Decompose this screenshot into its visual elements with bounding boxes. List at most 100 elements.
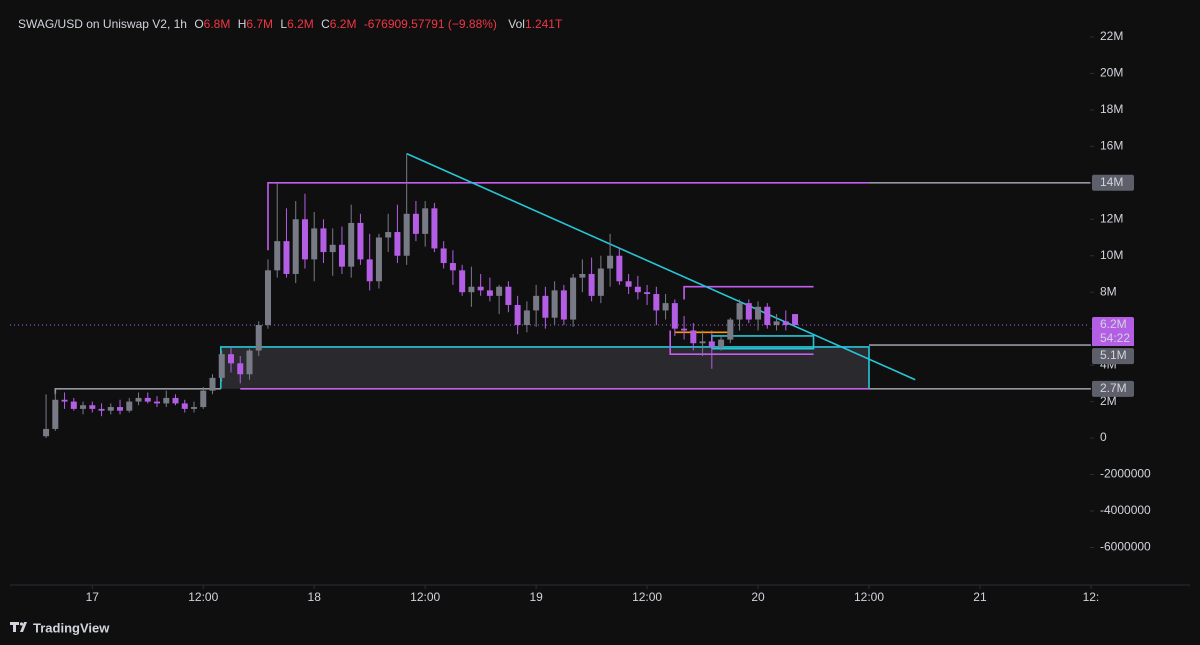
candle-body [792,314,799,326]
candle-body [191,407,198,409]
candle-body [755,306,762,320]
candle-body [644,292,651,295]
candle-body [163,397,170,404]
candle-body [311,228,318,260]
candle-body [98,408,105,411]
candle-body [708,341,715,347]
candle-body [107,407,114,411]
candle-body [431,208,438,249]
candle-body [764,306,771,326]
price-label: 6.2M [1100,317,1127,331]
field-key: O [194,17,203,31]
candle-body [154,401,161,404]
candle-body [412,213,419,234]
candle-body [542,295,549,318]
candle-body [385,232,392,238]
x-tick-label: 21 [973,590,987,604]
field-value: 6.2M [330,17,357,31]
candle-body [126,401,133,411]
x-tick-label: 17 [86,590,100,604]
candle-body [292,219,299,274]
candle-body [366,259,373,282]
candle-body [200,390,207,408]
x-tick-label: 12:00 [632,590,662,604]
y-tick-label: 10M [1100,248,1123,262]
candle-body [209,377,216,391]
x-tick-label: 18 [308,590,322,604]
drawing-line [267,182,870,251]
candle-body [690,330,697,344]
candle-body [745,303,752,320]
candle-body [533,295,540,311]
price-label-box [1092,348,1134,365]
candle-body [329,244,336,253]
y-tick-label: 12M [1100,211,1123,225]
candle-body [338,244,345,267]
candle-body [616,255,623,282]
candle-body [117,407,124,411]
field-key: H [238,17,247,31]
candle-body [523,310,530,326]
candle-body [727,319,734,340]
volume-key: Vol [508,17,525,31]
brand: TradingView [33,620,110,635]
price-label: 14M [1100,175,1123,189]
countdown: 54:22 [1100,331,1130,345]
candle-body [505,286,512,305]
candle-body [486,290,493,296]
candle-body [89,405,96,409]
drawing-line [669,330,814,355]
y-tick-label: -6000000 [1100,540,1151,554]
candle-body [218,354,225,378]
y-tick-label: 8M [1100,284,1117,298]
candle-body [468,286,475,293]
candle-body [80,405,87,409]
x-tick-label: 20 [751,590,765,604]
price-label-box [1092,174,1134,191]
candle-body [718,339,725,347]
field-value: 6.8M [204,17,231,31]
candle-body [681,328,688,331]
candle-body [671,303,678,329]
y-tick-label: -4000000 [1100,503,1151,517]
candle-body [449,263,456,271]
drawing-line [683,285,814,300]
candle-body [255,325,262,351]
y-tick-label: 0 [1100,430,1107,444]
field-value: 6.7M [246,17,273,31]
y-tick-label: 18M [1100,102,1123,116]
candle-body [662,303,669,311]
candle-body [394,232,401,256]
candle-body [357,222,364,260]
candle-body [283,241,290,274]
candle-body [348,222,355,267]
legend-header: SWAG/USD on Uniswap V2, 1h O6.8M H6.7M L… [18,17,563,31]
y-tick-label: 20M [1100,66,1123,80]
candle-body [625,281,632,287]
price-label-box [1092,380,1134,397]
candle-body [514,304,521,326]
x-tick-label: 12:00 [410,590,440,604]
price-label: 5.1M [1100,348,1127,362]
x-tick-label: 12:00 [854,590,884,604]
candle-body [459,270,466,293]
y-tick-label: 22M [1100,29,1123,43]
candle-body [597,268,604,296]
drawing-line [406,152,916,381]
plot-area [10,18,1092,585]
price-label-box [1092,317,1134,334]
field-value: 6.2M [287,17,314,31]
x-tick-label: 19 [529,590,543,604]
candle-body [634,286,641,293]
field-key: L [280,17,287,31]
candle-body [52,399,59,429]
candle-body [699,341,706,344]
candle-body [320,228,327,253]
candle-body [237,363,244,375]
candle-body [551,290,558,318]
candle-body [135,397,142,402]
field-key: C [321,17,330,31]
candle-body [782,321,789,326]
candle-body [579,273,586,278]
